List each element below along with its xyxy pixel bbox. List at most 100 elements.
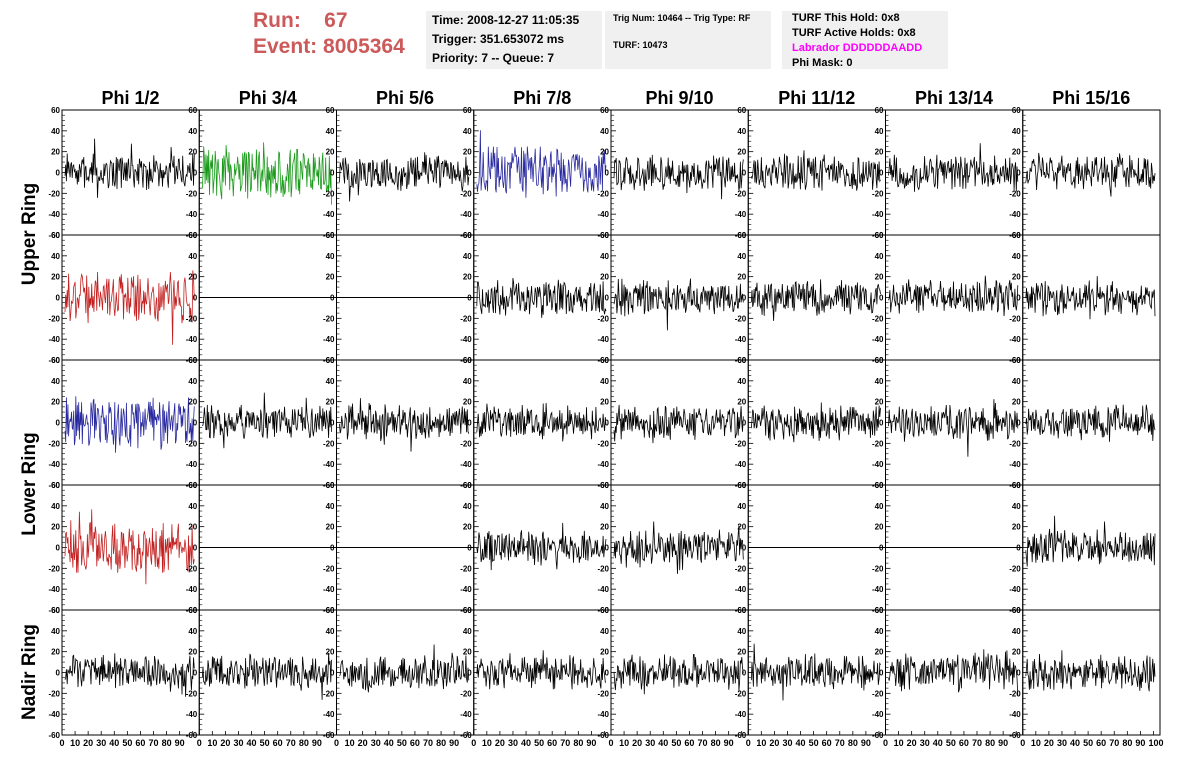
y-tick-label: -20 xyxy=(735,189,747,198)
x-tick-label: 40 xyxy=(796,738,806,748)
y-tick-label: -20 xyxy=(186,689,198,698)
x-tick-label: 90 xyxy=(312,738,322,748)
y-tick-label: -40 xyxy=(460,710,472,719)
y-tick-label: -40 xyxy=(323,335,335,344)
x-tick-label: 0 xyxy=(59,738,64,748)
x-tick-label: 100 xyxy=(1148,738,1163,748)
y-tick-label: -40 xyxy=(597,335,609,344)
time-text: Time: 2008-12-27 11:05:35 xyxy=(432,13,580,27)
x-tick-label: 30 xyxy=(920,738,930,748)
waveform-trace xyxy=(613,521,744,574)
y-tick-label: 20 xyxy=(1012,648,1021,657)
x-tick-label: 20 xyxy=(907,738,917,748)
y-tick-label: 60 xyxy=(737,606,746,615)
x-tick-label: 80 xyxy=(573,738,583,748)
waveform-trace xyxy=(888,275,1019,317)
y-tick-label: 60 xyxy=(737,356,746,365)
y-tick-label: -40 xyxy=(186,210,198,219)
waveform-trace xyxy=(64,653,195,697)
y-tick-label: -40 xyxy=(323,585,335,594)
y-tick-label: 60 xyxy=(51,106,60,115)
x-tick-label: 10 xyxy=(894,738,904,748)
y-tick-label: 20 xyxy=(737,523,746,532)
y-tick-label: -60 xyxy=(48,606,60,615)
y-tick-label: 60 xyxy=(51,606,60,615)
x-tick-label: 70 xyxy=(560,738,570,748)
y-tick-label: -20 xyxy=(323,689,335,698)
x-tick-label: 30 xyxy=(371,738,381,748)
y-tick-label: -20 xyxy=(872,689,884,698)
y-tick-label: 60 xyxy=(875,356,884,365)
y-tick-label: -20 xyxy=(323,189,335,198)
y-tick-label: 0 xyxy=(330,669,335,678)
y-tick-label: -20 xyxy=(460,564,472,573)
y-tick-label: 20 xyxy=(600,398,609,407)
y-tick-label: 40 xyxy=(188,252,197,261)
y-tick-label: 60 xyxy=(326,606,335,615)
y-tick-label: 40 xyxy=(600,127,609,136)
y-tick-label: 20 xyxy=(875,148,884,157)
x-tick-label: 10 xyxy=(70,738,80,748)
y-tick-label: 60 xyxy=(51,481,60,490)
y-tick-label: 60 xyxy=(188,106,197,115)
waveform-trace xyxy=(750,279,881,321)
waveform-trace xyxy=(476,277,607,318)
waveform-trace xyxy=(64,138,195,198)
column-title: Phi 9/10 xyxy=(645,88,714,108)
y-tick-label: -20 xyxy=(48,314,60,323)
y-tick-label: 0 xyxy=(742,419,747,428)
trigger-info-box: Trig Num: 10464 -- Trig Type: RF TURF: 1… xyxy=(605,11,771,69)
y-tick-label: -60 xyxy=(186,731,198,740)
y-tick-label: -40 xyxy=(872,335,884,344)
y-tick-label: -40 xyxy=(186,460,198,469)
y-tick-label: -40 xyxy=(460,335,472,344)
y-tick-label: 20 xyxy=(1012,523,1021,532)
y-tick-label: 60 xyxy=(188,231,197,240)
waveform-trace xyxy=(750,643,881,701)
y-tick-label: 20 xyxy=(326,148,335,157)
y-tick-label: 0 xyxy=(193,419,198,428)
waveform-trace xyxy=(613,404,744,444)
y-tick-label: 20 xyxy=(51,398,60,407)
y-tick-label: -20 xyxy=(872,564,884,573)
y-tick-label: 20 xyxy=(1012,273,1021,282)
y-tick-label: 40 xyxy=(51,502,60,511)
x-tick-label: 0 xyxy=(883,738,888,748)
y-tick-label: 0 xyxy=(193,544,198,553)
y-tick-label: 0 xyxy=(56,169,61,178)
event-label: Event: xyxy=(253,35,318,58)
x-tick-label: 60 xyxy=(273,738,283,748)
x-tick-label: 40 xyxy=(247,738,257,748)
y-tick-label: -40 xyxy=(48,210,60,219)
y-tick-label: 0 xyxy=(605,169,610,178)
x-tick-label: 10 xyxy=(482,738,492,748)
priority-text: Priority: 7 -- Queue: 7 xyxy=(432,51,555,65)
y-tick-label: 0 xyxy=(742,669,747,678)
run-value: 67 xyxy=(324,9,348,32)
y-tick-label: 40 xyxy=(326,627,335,636)
x-tick-label: 0 xyxy=(608,738,613,748)
y-tick-label: 60 xyxy=(188,481,197,490)
y-tick-label: 60 xyxy=(875,106,884,115)
x-tick-label: 10 xyxy=(756,738,766,748)
y-tick-label: 60 xyxy=(463,231,472,240)
y-tick-label: 60 xyxy=(326,231,335,240)
y-tick-label: 20 xyxy=(875,273,884,282)
y-tick-label: 40 xyxy=(1012,127,1021,136)
y-tick-label: -20 xyxy=(186,439,198,448)
y-tick-label: -20 xyxy=(1009,564,1021,573)
x-tick-label: 50 xyxy=(534,738,544,748)
y-tick-label: 40 xyxy=(463,502,472,511)
x-tick-label: 70 xyxy=(286,738,296,748)
x-tick-label: 30 xyxy=(96,738,106,748)
panel-frame xyxy=(473,359,612,486)
y-tick-label: -60 xyxy=(48,356,60,365)
y-tick-label: 0 xyxy=(193,669,198,678)
y-tick-label: 60 xyxy=(600,356,609,365)
y-tick-label: 60 xyxy=(326,356,335,365)
y-tick-label: -60 xyxy=(460,731,472,740)
y-tick-label: 60 xyxy=(600,606,609,615)
column-title: Phi 3/4 xyxy=(238,88,297,108)
y-tick-label: -20 xyxy=(460,689,472,698)
